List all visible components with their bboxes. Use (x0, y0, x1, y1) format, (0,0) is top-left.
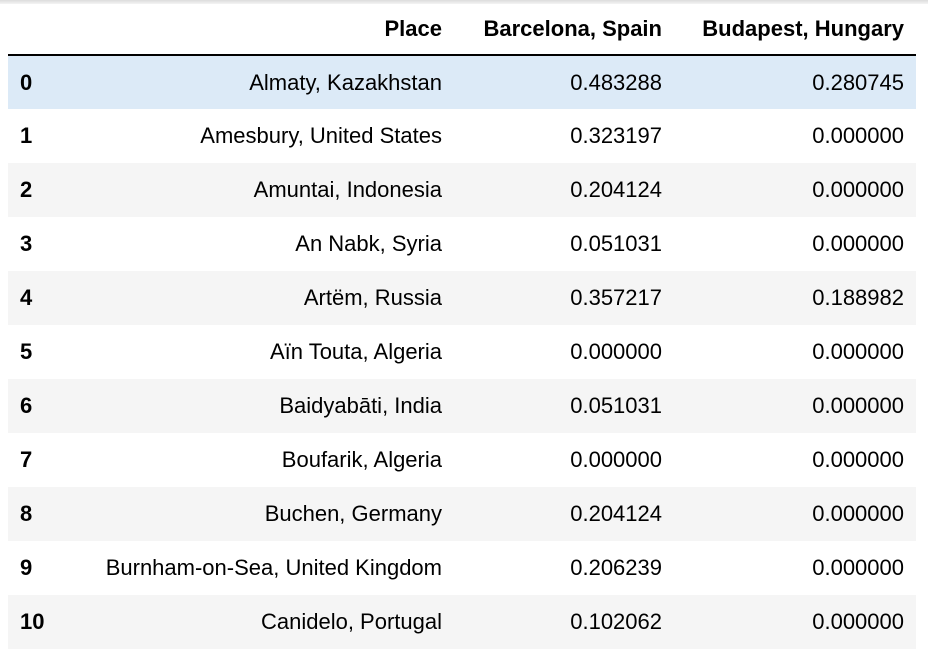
dataframe-output: Place Barcelona, Spain Budapest, Hungary… (8, 4, 916, 649)
cell-barcelona: 0.483288 (570, 69, 662, 95)
table-row[interactable]: 10 Canidelo, Portugal 0.102062 0.000000 (8, 595, 916, 649)
top-edge-shadow (0, 0, 928, 4)
cell-barcelona: 0.000000 (570, 339, 662, 364)
row-index: 5 (20, 339, 33, 364)
table-row[interactable]: 0 Almaty, Kazakhstan 0.483288 0.280745 (8, 55, 916, 109)
cell-barcelona: 0.206239 (570, 555, 662, 580)
cell-budapest: 0.000000 (812, 555, 904, 580)
cell-budapest: 0.000000 (812, 609, 904, 634)
table-row[interactable]: 9 Burnham-on-Sea, United Kingdom 0.20623… (8, 541, 916, 595)
cell-barcelona: 0.102062 (570, 609, 662, 634)
row-index: 3 (20, 231, 33, 256)
cell-place: Canidelo, Portugal (260, 609, 442, 634)
index-header (8, 4, 66, 56)
cell-place: Amuntai, Indonesia (253, 177, 442, 202)
dataframe-table: Place Barcelona, Spain Budapest, Hungary… (8, 4, 916, 649)
row-index: 6 (20, 393, 33, 418)
row-index: 8 (20, 501, 33, 526)
table-row[interactable]: 8 Buchen, Germany 0.204124 0.000000 (8, 487, 916, 541)
table-header: Place Barcelona, Spain Budapest, Hungary (8, 4, 916, 56)
row-index: 4 (20, 285, 33, 310)
column-header-place: Place (66, 4, 454, 56)
table-row[interactable]: 4 Artëm, Russia 0.357217 0.188982 (8, 271, 916, 325)
table-body: 0 Almaty, Kazakhstan 0.483288 0.280745 1… (8, 55, 916, 649)
row-index: 1 (20, 123, 33, 148)
cell-budapest: 0.188982 (812, 285, 904, 310)
cell-budapest: 0.280745 (812, 69, 904, 95)
cell-budapest: 0.000000 (812, 339, 904, 364)
cell-barcelona: 0.051031 (570, 231, 662, 256)
cell-barcelona: 0.051031 (570, 393, 662, 418)
row-index: 9 (20, 555, 33, 580)
cell-budapest: 0.000000 (812, 501, 904, 526)
cell-place: Aïn Touta, Algeria (269, 339, 442, 364)
cell-place: Artëm, Russia (303, 285, 442, 310)
cell-budapest: 0.000000 (812, 393, 904, 418)
cell-place: Amesbury, United States (200, 123, 442, 148)
table-row[interactable]: 7 Boufarik, Algeria 0.000000 0.000000 (8, 433, 916, 487)
cell-barcelona: 0.357217 (570, 285, 662, 310)
cell-place: Buchen, Germany (264, 501, 442, 526)
row-index: 2 (20, 177, 33, 202)
table-row[interactable]: 1 Amesbury, United States 0.323197 0.000… (8, 109, 916, 163)
cell-barcelona: 0.204124 (570, 501, 662, 526)
row-index: 10 (20, 609, 45, 634)
column-header-budapest: Budapest, Hungary (674, 4, 916, 56)
row-index: 7 (20, 447, 33, 472)
cell-barcelona: 0.204124 (570, 177, 662, 202)
header-row: Place Barcelona, Spain Budapest, Hungary (8, 4, 916, 56)
cell-place: Burnham-on-Sea, United Kingdom (105, 555, 442, 580)
table-row[interactable]: 5 Aïn Touta, Algeria 0.000000 0.000000 (8, 325, 916, 379)
cell-place: Baidyabāti, India (279, 393, 442, 418)
cell-budapest: 0.000000 (812, 447, 904, 472)
table-row[interactable]: 6 Baidyabāti, India 0.051031 0.000000 (8, 379, 916, 433)
cell-budapest: 0.000000 (812, 177, 904, 202)
table-row[interactable]: 3 An Nabk, Syria 0.051031 0.000000 (8, 217, 916, 271)
row-index: 0 (20, 69, 33, 95)
cell-place: Almaty, Kazakhstan (249, 69, 442, 95)
cell-barcelona: 0.323197 (570, 123, 662, 148)
cell-budapest: 0.000000 (812, 231, 904, 256)
table-row[interactable]: 2 Amuntai, Indonesia 0.204124 0.000000 (8, 163, 916, 217)
cell-barcelona: 0.000000 (570, 447, 662, 472)
column-header-barcelona: Barcelona, Spain (454, 4, 674, 56)
cell-place: Boufarik, Algeria (281, 447, 442, 472)
cell-budapest: 0.000000 (812, 123, 904, 148)
cell-place: An Nabk, Syria (295, 231, 442, 256)
